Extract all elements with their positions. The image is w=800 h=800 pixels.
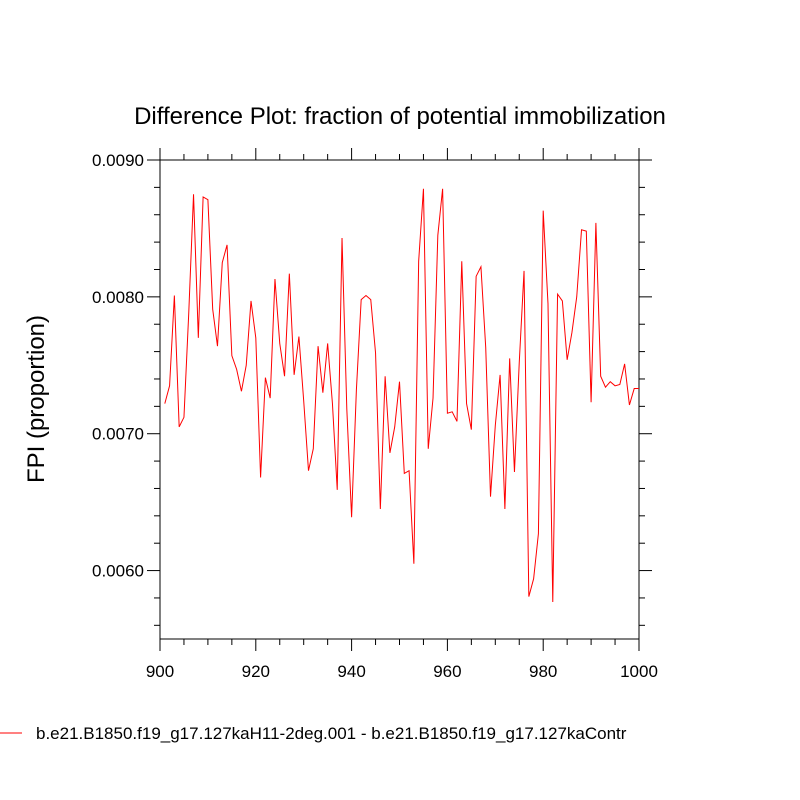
series-line [164, 188, 639, 603]
y-tick-label: 0.0060 [92, 562, 144, 581]
x-tick-label: 920 [242, 662, 270, 681]
x-tick-label: 900 [146, 662, 174, 681]
y-tick-label: 0.0070 [92, 425, 144, 444]
y-tick-label: 0.0080 [92, 288, 144, 307]
chart-title: Difference Plot: fraction of potential i… [134, 103, 666, 130]
y-tick-label: 0.0090 [92, 151, 144, 170]
x-tick-label: 980 [529, 662, 557, 681]
legend: b.e21.B1850.f19_g17.127kaH11-2deg.001 - … [0, 724, 627, 743]
x-tick-label: 940 [337, 662, 365, 681]
tick-labels-layer: 900 920 940 960 980 1000 0.0060 0.0070 0.0080 0.0… [92, 151, 658, 681]
ticks-layer [147, 148, 652, 651]
plot-frame [159, 159, 640, 640]
y-axis-title: FPI (proportion) [23, 315, 50, 483]
legend-label: b.e21.B1850.f19_g17.127kaH11-2deg.001 - … [36, 724, 627, 743]
x-tick-label: 960 [433, 662, 461, 681]
x-tick-label: 1000 [620, 662, 658, 681]
